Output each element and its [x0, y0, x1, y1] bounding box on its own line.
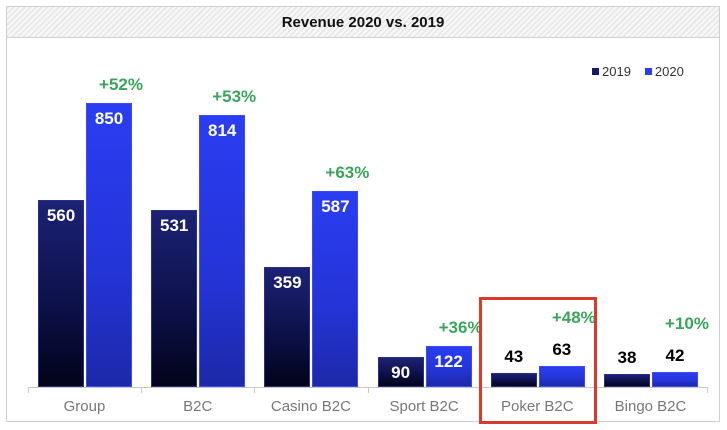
value-label-2019: 560 [46, 205, 76, 225]
axis-tick [254, 387, 256, 393]
bar-2019 [264, 267, 311, 387]
growth-percent-label: +10% [665, 314, 709, 333]
axis-tick [28, 387, 29, 393]
growth-percent-label: +53% [212, 87, 257, 107]
growth-percent-label: +36% [438, 318, 483, 338]
value-label-2019: 359 [273, 273, 302, 293]
value-label-2020: 850 [94, 109, 124, 128]
value-label-2020: 587 [321, 196, 350, 216]
growth-percent-label: +52% [99, 75, 143, 94]
axis-tick [141, 387, 143, 393]
bar-2019 [38, 199, 84, 387]
axis-tick [707, 387, 709, 393]
bar-2019 [377, 356, 424, 387]
value-label-2020: 122 [434, 352, 463, 372]
chart-title: Revenue 2020 vs. 2019 [281, 13, 445, 31]
value-label-2020: 42 [665, 346, 685, 365]
legend-item-2020: 2020 [644, 64, 684, 79]
category-label: Casino B2C [270, 398, 351, 415]
legend-label-2019: 2019 [602, 64, 631, 79]
value-label-2019: 38 [617, 348, 637, 368]
bar-2019 [151, 209, 198, 387]
value-label-2019: 531 [160, 215, 189, 235]
value-label-2019: 90 [391, 362, 411, 382]
value-label-2019: 43 [504, 346, 524, 366]
legend-swatch-2020 [644, 68, 652, 75]
title-bar: Revenue 2020 vs. 2019 [7, 7, 719, 38]
growth-percent-label: +48% [551, 307, 596, 327]
legend: 2019 2020 [592, 64, 684, 79]
value-label-2020: 814 [208, 121, 237, 141]
bar-2020 [86, 103, 132, 387]
bar-2019 [490, 372, 537, 387]
value-label-2020: 63 [552, 339, 572, 359]
axis-tick [367, 387, 369, 393]
legend-item-2019: 2019 [592, 64, 631, 79]
bar-2019 [604, 374, 650, 387]
bar-2020 [652, 372, 698, 387]
legend-label-2020: 2020 [654, 64, 684, 79]
bar-2020 [312, 190, 359, 387]
bar-2020 [199, 115, 246, 387]
category-label: Group [63, 398, 106, 415]
poker-highlight-box [479, 297, 597, 424]
category-label: Poker B2C [501, 398, 574, 415]
category-label: Sport B2C [389, 398, 459, 415]
legend-swatch-2019 [592, 68, 599, 75]
growth-percent-label: +63% [325, 162, 370, 182]
category-label: B2C [183, 398, 213, 415]
category-label: Bingo B2C [614, 398, 687, 415]
bar-2020 [538, 365, 585, 387]
bar-2020 [425, 346, 472, 387]
